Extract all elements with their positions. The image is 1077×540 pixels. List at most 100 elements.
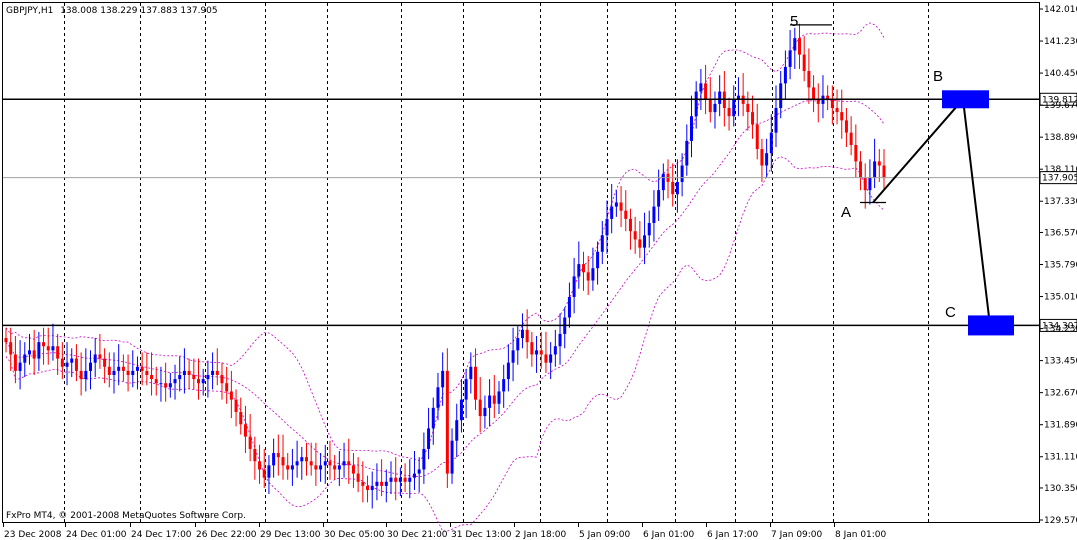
time-tick-label: 5 Jan 09:00: [579, 530, 631, 540]
time-tick-label: 2 Jan 18:00: [515, 530, 567, 540]
price-tick-label: 131.110: [1044, 453, 1077, 463]
time-tick-label: 6 Jan 17:00: [707, 530, 759, 540]
chart-header: GBPJPY,H1 138.008 138.229 137.883 137.90…: [6, 6, 218, 16]
candle-body: [699, 83, 703, 92]
candle-body: [23, 354, 27, 363]
time-tick-label: 6 Jan 01:00: [643, 530, 695, 540]
candle-body: [436, 387, 440, 408]
candle-body: [826, 95, 830, 100]
candle-body: [680, 165, 684, 182]
candle-body: [694, 91, 698, 117]
candle-body: [520, 329, 524, 339]
candle-body: [577, 264, 581, 277]
candle-body: [455, 420, 459, 441]
wave-path: [790, 24, 1014, 336]
candle-body: [206, 374, 210, 380]
upper-level-price-tag-box: [1039, 92, 1077, 106]
candle-body: [389, 477, 393, 482]
candle-body: [769, 132, 773, 154]
price-tick-label: 135.010: [1044, 293, 1077, 303]
band-middle: [5, 99, 885, 478]
candle-body: [478, 399, 482, 417]
time-tick-label: 31 Dec 13:00: [451, 530, 512, 540]
wave-5-label: 5: [790, 13, 798, 30]
candle-body: [267, 465, 271, 478]
candle-body: [530, 342, 534, 355]
candle-body: [197, 379, 201, 384]
candle-body: [675, 181, 679, 195]
candle-body: [628, 218, 632, 232]
candle-body: [788, 50, 792, 67]
time-tick-label: 29 Dec 13:00: [260, 530, 321, 540]
time-tick-label: 26 Dec 22:00: [196, 530, 257, 540]
candle-body: [276, 453, 280, 458]
candle-body: [225, 383, 229, 392]
candle-body: [422, 448, 426, 470]
time-tick-label: 24 Dec 01:00: [66, 530, 127, 540]
candle-body: [807, 71, 811, 88]
candle-body: [647, 223, 651, 236]
candle-body: [605, 218, 609, 236]
candle-body: [474, 366, 478, 400]
candle-body: [159, 383, 163, 385]
price-tick-label: 135.790: [1044, 261, 1077, 271]
candle-body: [600, 235, 604, 252]
candle-body: [380, 481, 384, 486]
candle-body: [272, 453, 276, 466]
price-tick-label: 141.230: [1044, 37, 1077, 47]
candle-body: [290, 465, 294, 470]
candle-body: [46, 346, 50, 351]
candle-body: [586, 272, 590, 281]
candle-body: [464, 379, 468, 400]
candle-body: [539, 350, 543, 355]
candle-body: [469, 366, 473, 380]
candle-body: [591, 268, 595, 281]
candle-body: [361, 481, 365, 486]
candle-body: [9, 342, 13, 355]
candle-body: [173, 379, 177, 384]
candle-body: [713, 103, 717, 113]
candle-body: [342, 461, 346, 466]
price-tick-label: 140.450: [1044, 69, 1077, 79]
candle-body: [492, 395, 496, 404]
time-tick-label: 30 Dec 21:00: [387, 530, 448, 540]
candle-body: [403, 477, 407, 482]
candle-body: [718, 91, 722, 104]
candle-body: [863, 177, 867, 191]
candle-body: [859, 161, 863, 178]
candle-body: [638, 239, 642, 248]
candle-body: [211, 370, 215, 375]
candle-body: [765, 153, 769, 166]
candle-body: [13, 354, 17, 371]
price-tick-label: 134.230: [1044, 325, 1077, 335]
candle-body: [314, 465, 318, 470]
candle-body: [431, 407, 435, 429]
candle-body: [746, 103, 750, 113]
candle-body: [614, 202, 618, 207]
candle-body: [74, 358, 78, 371]
price-tick-label: 132.670: [1044, 389, 1077, 399]
candle-body: [882, 165, 886, 178]
candle-body: [797, 38, 801, 55]
candle-body: [234, 399, 238, 412]
candle-body: [145, 370, 149, 375]
candle-body: [243, 424, 247, 437]
candle-body: [619, 202, 623, 211]
candle-body: [535, 350, 539, 355]
candle-body: [483, 407, 487, 417]
target-box-c: [968, 315, 1014, 336]
candle-body: [657, 190, 661, 207]
candle-body: [121, 366, 125, 371]
horizontal-levels: 139.812 137.905 134.307: [3, 92, 1077, 332]
candle-body: [610, 206, 614, 219]
candle-body: [502, 379, 506, 392]
candle-body: [732, 99, 736, 117]
candle-body: [708, 99, 712, 113]
candle-body: [558, 333, 562, 347]
time-axis: 23 Dec 2008 24 Dec 01:00 24 Dec 17:00 26 De…: [3, 522, 887, 540]
band-lower: [5, 156, 885, 532]
candle-body: [525, 329, 529, 343]
candle-body: [685, 140, 689, 166]
candle-body: [98, 354, 102, 359]
candle-body: [516, 338, 520, 351]
